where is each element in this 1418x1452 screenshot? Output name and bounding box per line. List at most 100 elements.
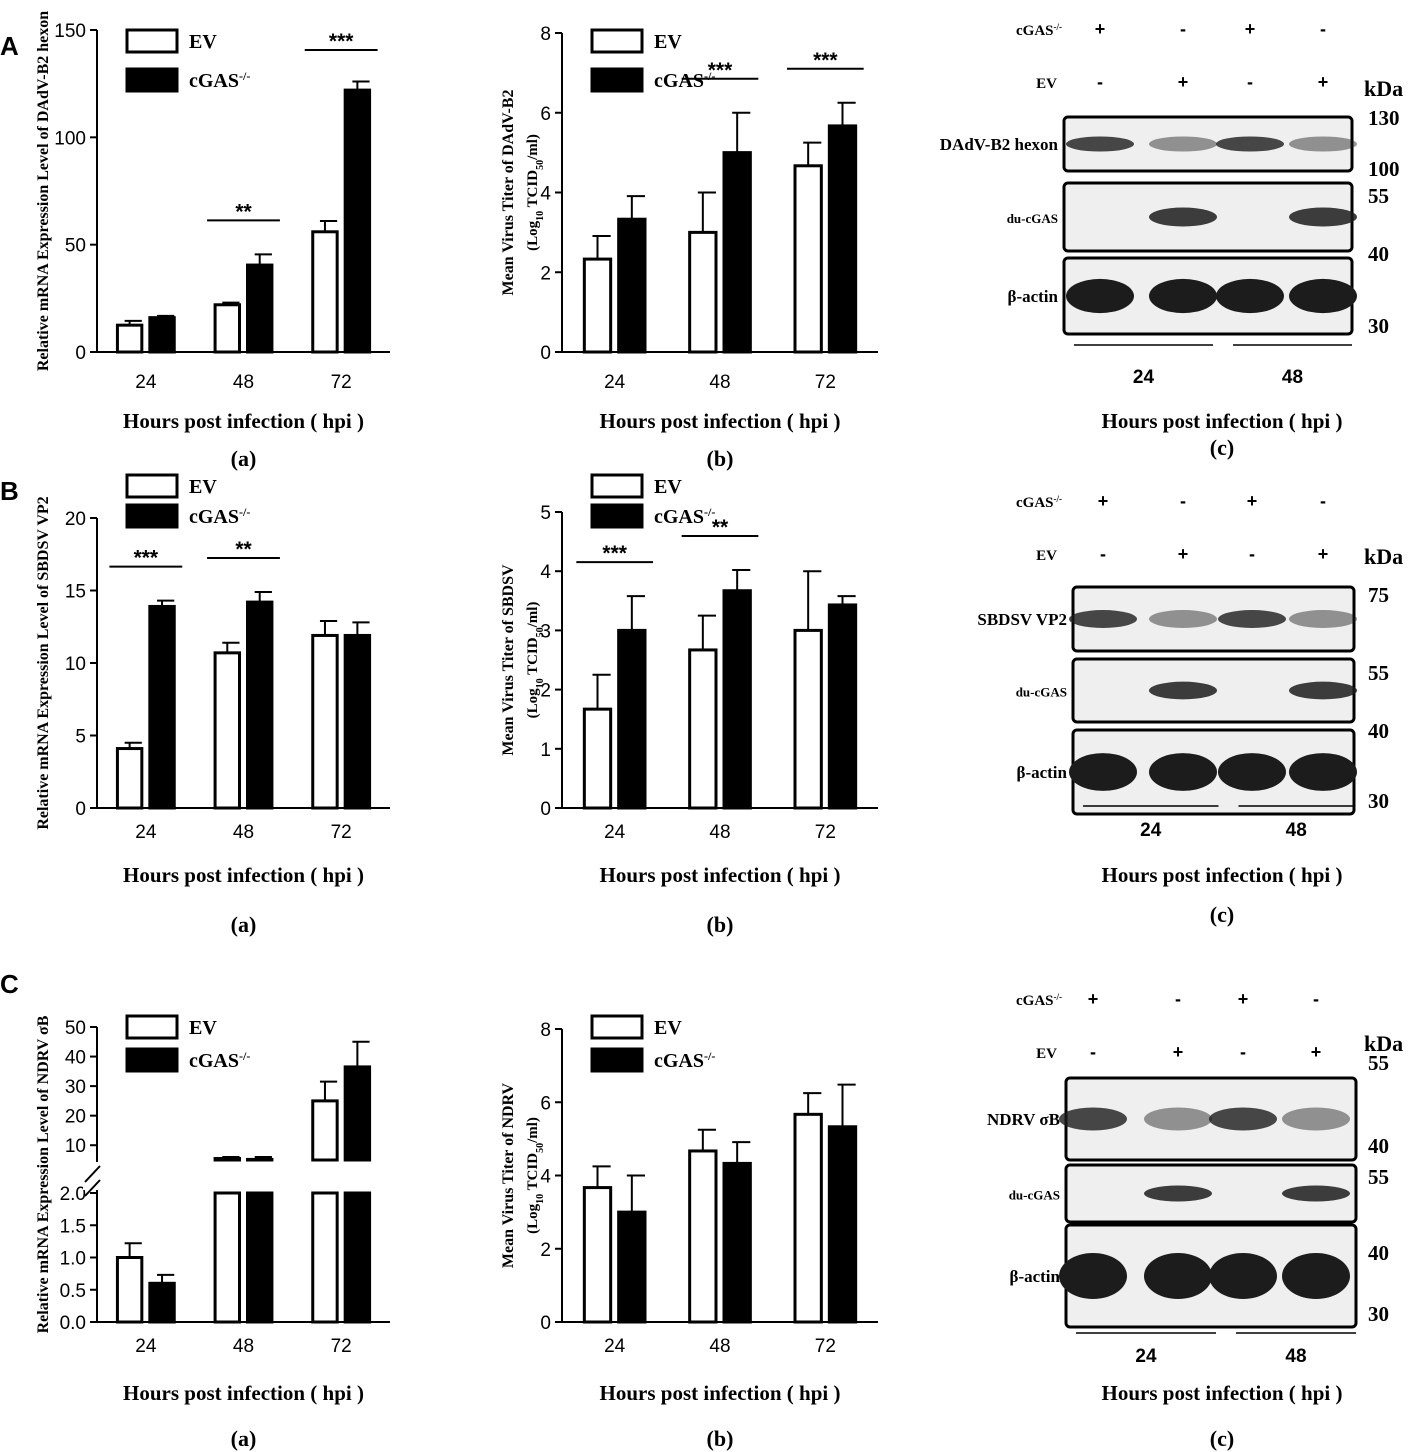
legend-label: cGAS-/- [189, 69, 250, 92]
bar [115, 323, 144, 354]
kda-marker: 30 [1368, 789, 1389, 813]
y-tick-label: 1 [540, 740, 551, 761]
blot-sign: - [1180, 491, 1186, 511]
y-axis-label-group: Relative mRNA Expression Level of SBDSV … [35, 496, 52, 829]
blot-sign: - [1097, 72, 1103, 92]
subpanel-label: (c) [1210, 1426, 1234, 1451]
kda-marker: 130 [1368, 106, 1400, 130]
blot-band [1149, 610, 1217, 628]
bar [246, 600, 274, 810]
panel-letter: A [0, 31, 19, 61]
blot-group-label: 48 [1282, 367, 1303, 388]
blot-group-label: 24 [1135, 1346, 1157, 1367]
blot-band [1066, 136, 1134, 152]
y-axis-label-unit: (Log10 TCID50/ml) [525, 134, 546, 251]
y-tick-label: 10 [65, 1136, 86, 1157]
blot-sign: + [1238, 989, 1249, 1009]
x-axis-label: Hours post infection ( hpi ) [1102, 863, 1343, 887]
blot-band-label: β-actin [1007, 287, 1058, 306]
bar [213, 303, 241, 354]
blot-band [1218, 610, 1286, 628]
y-tick-label: 1.0 [60, 1249, 86, 1270]
y-tick-label: 40 [65, 1048, 86, 1069]
x-tick-label: 48 [709, 1336, 730, 1357]
blot-band [1144, 1253, 1212, 1299]
legend-label: EV [654, 31, 682, 53]
y-tick-label: 1.5 [60, 1216, 86, 1237]
blot-band [1144, 1185, 1212, 1202]
panel-letter: B [0, 476, 19, 506]
y-axis-label-group: Mean Virus Titer of NDRV [500, 1082, 517, 1268]
y-tick-label: 50 [65, 1018, 86, 1039]
kda-marker: 75 [1368, 583, 1389, 607]
blot-band [1149, 136, 1217, 152]
legend-label: EV [189, 1017, 217, 1039]
x-axis-label: Hours post infection ( hpi ) [1102, 409, 1343, 433]
blot-sign: - [1180, 19, 1186, 39]
y-tick-label: 3 [540, 621, 551, 642]
legend-swatch [590, 1014, 644, 1040]
legend-label: cGAS-/- [189, 505, 250, 528]
blot-sign: - [1247, 72, 1253, 92]
blot-band [1282, 1185, 1350, 1202]
y-tick-label: 8 [540, 1020, 551, 1041]
y-tick-label: 4 [540, 184, 551, 205]
y-tick-label: 2 [540, 263, 551, 284]
bar [246, 1191, 274, 1324]
sig-label: *** [134, 547, 159, 570]
legend-label: EV [654, 476, 682, 498]
y-axis-label2-group: (Log10 TCID50/ml) [525, 134, 546, 251]
legend-swatch [590, 67, 644, 93]
y-tick-label: 2 [540, 681, 551, 702]
axis-break-mark [84, 1165, 101, 1183]
y-axis-label-unit: (Log10 TCID50/ml) [525, 1117, 546, 1234]
bar [617, 628, 647, 810]
y-tick-label: 5 [75, 727, 86, 748]
blot-row-label: EV [1036, 1046, 1057, 1062]
legend-swatch [590, 1047, 644, 1073]
x-tick-label: 48 [709, 372, 730, 393]
blot-band [1066, 278, 1134, 314]
blot-sign: - [1313, 989, 1319, 1009]
y-tick-label: 100 [54, 128, 86, 149]
y-axis-label2-group: (Log10 TCID50/ml) [525, 1117, 546, 1234]
axis-break-mark [84, 1179, 101, 1197]
x-tick-label: 72 [815, 372, 836, 393]
legend-label: cGAS-/- [654, 69, 715, 92]
blot-group-label: 24 [1140, 820, 1162, 841]
y-tick-label: 0.0 [60, 1313, 86, 1334]
blot-band-label: β-actin [1009, 1267, 1060, 1286]
bar [688, 648, 718, 810]
blot-band [1209, 1107, 1277, 1131]
y-axis-label: Relative mRNA Expression Level of SBDSV … [35, 496, 52, 829]
y-tick-label: 15 [65, 582, 86, 603]
legend-swatch [590, 503, 644, 529]
sig-label: ** [235, 200, 252, 223]
sig-label: ** [235, 538, 252, 561]
kda-marker: 40 [1368, 1241, 1389, 1265]
blot-band [1059, 1107, 1127, 1131]
bar [213, 651, 241, 810]
blot-row-label: cGAS-/- [1016, 992, 1062, 1009]
x-tick-label: 24 [135, 822, 157, 843]
bar [311, 633, 339, 810]
x-tick-label: 72 [815, 822, 836, 843]
sig-label: *** [602, 542, 627, 565]
y-tick-label: 4 [540, 1167, 551, 1188]
y-tick-label: 0 [540, 1313, 551, 1334]
y-tick-label: 8 [540, 24, 551, 45]
y-tick-label: 20 [65, 1107, 86, 1128]
blot-band [1289, 681, 1357, 700]
blot-row-label: EV [1036, 76, 1057, 92]
x-tick-label: 72 [815, 1336, 836, 1357]
blot-sign: - [1175, 989, 1181, 1009]
legend-swatch [125, 1014, 179, 1040]
blot-band [1069, 753, 1137, 791]
legend-swatch [125, 503, 179, 529]
y-axis-label-group: Mean Virus Titer of DAdV-B2 [500, 90, 517, 296]
x-tick-label: 48 [233, 372, 254, 393]
y-tick-label: 50 [65, 236, 86, 257]
